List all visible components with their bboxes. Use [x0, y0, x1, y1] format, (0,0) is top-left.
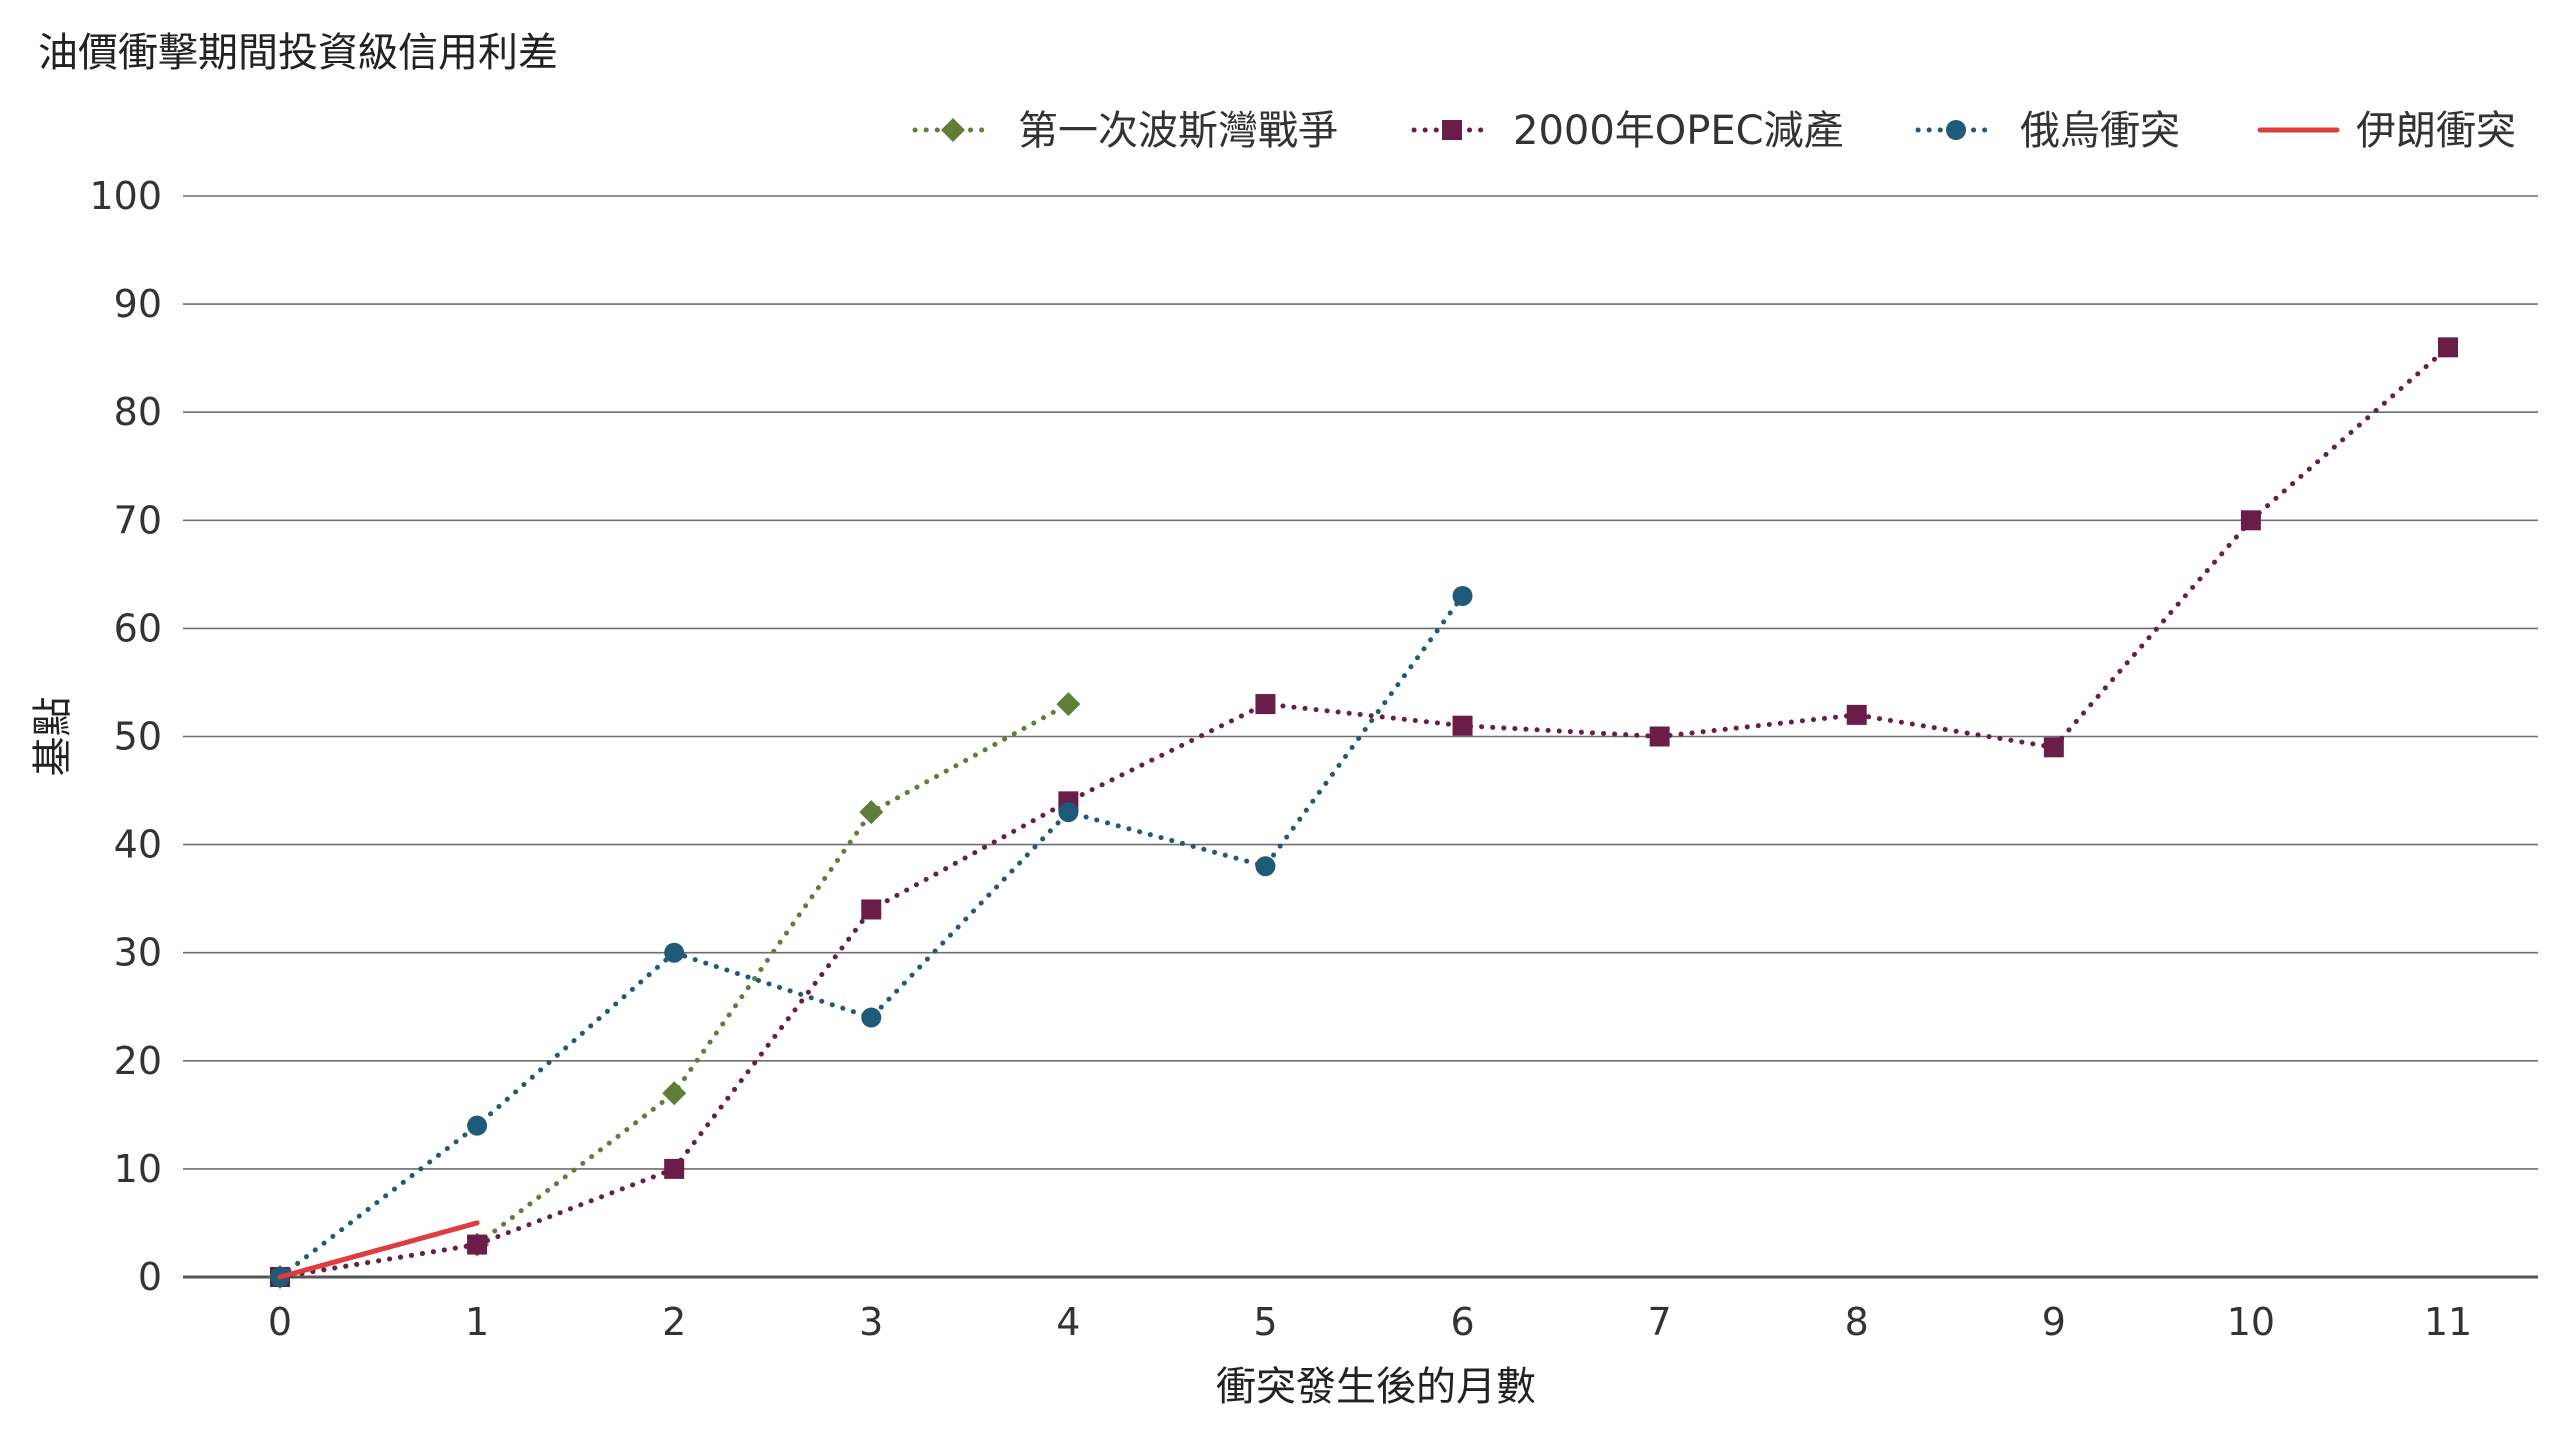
data-point-square — [861, 899, 882, 920]
y-tick-label: 70 — [114, 498, 162, 542]
data-point-circle — [467, 1115, 488, 1136]
x-tick-label: 4 — [1056, 1300, 1080, 1344]
data-point-square — [1255, 694, 1276, 715]
legend-item-3: 俄烏衝突 — [1915, 108, 2180, 154]
y-axis-label: 基點 — [30, 697, 76, 777]
data-point-square — [1649, 726, 1670, 747]
chart-title: 油價衝擊期間投資級信用利差 — [38, 30, 558, 76]
y-tick-label: 40 — [114, 823, 162, 867]
series-line — [277, 344, 2451, 1280]
series-3 — [270, 585, 1473, 1287]
data-point-circle — [1058, 802, 1079, 823]
x-tick-label: 0 — [268, 1300, 292, 1344]
legend-label: 第一次波斯灣戰爭 — [1018, 108, 1338, 154]
legend-label: 伊朗衝突 — [2356, 108, 2516, 154]
series-line — [277, 1220, 480, 1280]
y-tick-label: 60 — [114, 606, 162, 650]
data-point-circle — [1255, 856, 1276, 877]
legend-item-2: 2000年OPEC減產 — [1411, 108, 1844, 154]
legend: 第一次波斯灣戰爭 2000年OPEC減產 俄烏衝突 伊朗衝突 — [912, 108, 2516, 154]
y-tick-label: 0 — [138, 1255, 162, 1299]
data-point-square — [2240, 510, 2261, 531]
data-point-square — [467, 1234, 488, 1255]
y-tick-label: 20 — [114, 1039, 162, 1083]
data-point-square — [1442, 120, 1462, 140]
data-point-diamond — [1056, 692, 1081, 717]
series-line — [277, 701, 1071, 1280]
legend-item-1: 第一次波斯灣戰爭 — [912, 108, 1338, 154]
series-1 — [268, 692, 1081, 1289]
x-tick-label: 6 — [1450, 1300, 1474, 1344]
x-tick-label: 11 — [2424, 1300, 2472, 1344]
y-tick-label: 30 — [114, 931, 162, 975]
data-point-circle — [664, 942, 685, 963]
series-line — [277, 593, 1466, 1280]
y-axis-tick-labels: 0 10 20 30 40 50 60 70 80 90 100 — [89, 174, 162, 1299]
grid-lines — [183, 195, 2538, 1279]
data-point-square — [2043, 737, 2064, 758]
series-4 — [277, 1220, 480, 1280]
data-point-circle — [1452, 585, 1473, 606]
x-tick-label: 10 — [2227, 1300, 2275, 1344]
data-point-diamond — [859, 800, 884, 825]
data-point-square — [1452, 715, 1473, 736]
x-tick-label: 5 — [1253, 1300, 1277, 1344]
y-tick-label: 90 — [114, 282, 162, 326]
y-tick-label: 100 — [89, 174, 162, 218]
data-point-square — [1846, 704, 1867, 725]
legend-label: 俄烏衝突 — [2020, 108, 2180, 154]
x-tick-label: 8 — [1845, 1300, 1869, 1344]
x-tick-label: 7 — [1648, 1300, 1672, 1344]
data-point-circle — [1946, 120, 1966, 140]
x-axis-label: 衝突發生後的月數 — [1216, 1364, 1536, 1410]
series-layer — [268, 337, 2458, 1289]
y-tick-label: 10 — [114, 1147, 162, 1191]
data-point-square — [664, 1158, 685, 1179]
x-tick-label: 1 — [465, 1300, 489, 1344]
data-point-square — [2438, 337, 2458, 358]
y-tick-label: 50 — [114, 715, 162, 759]
legend-label: 2000年OPEC減產 — [1513, 108, 1844, 154]
y-tick-label: 80 — [114, 390, 162, 434]
data-point-circle — [861, 1007, 882, 1028]
legend-item-4: 伊朗衝突 — [2257, 108, 2516, 154]
x-axis-tick-labels: 0 1 2 3 4 5 6 7 8 9 10 11 — [268, 1300, 2472, 1344]
x-tick-label: 9 — [2042, 1300, 2066, 1344]
x-tick-label: 3 — [859, 1300, 883, 1344]
series-2 — [270, 337, 2458, 1287]
data-point-diamond — [662, 1081, 687, 1106]
x-tick-label: 2 — [662, 1300, 686, 1344]
data-point-diamond — [941, 118, 965, 142]
